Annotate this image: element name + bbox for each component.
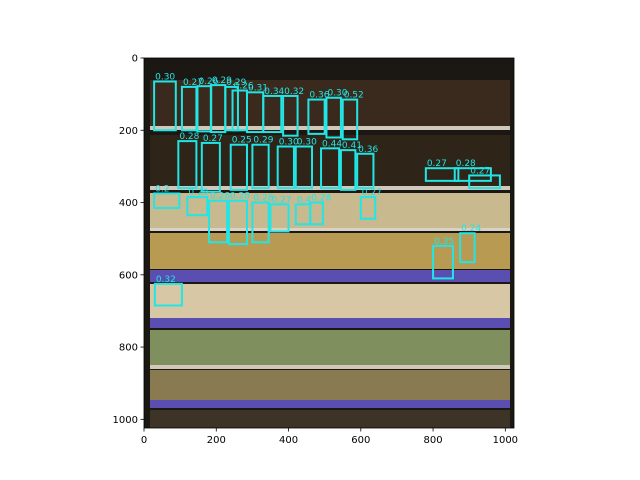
detection-score-label: 0.27 (183, 78, 203, 88)
y-tick-label: 1000 (113, 415, 138, 426)
detection-score-label: 0.24 (461, 224, 481, 234)
detection-box (262, 94, 283, 134)
detection-score-label: 0.41 (342, 141, 362, 151)
x-tick-label: 200 (207, 435, 226, 446)
detection-score-label: 0.52 (344, 91, 364, 101)
detection-score-label: 0.2 (155, 184, 169, 194)
y-tick-label: 600 (119, 270, 138, 281)
shelf-tea-5 (150, 370, 510, 402)
detection-box (177, 140, 198, 190)
x-tick-label: 1000 (493, 435, 518, 446)
shelf-tea-3 (150, 284, 510, 319)
detection-box (459, 232, 476, 264)
detection-score-label: 0.27 (470, 166, 490, 176)
detection-box (208, 199, 229, 244)
detection-box (276, 145, 295, 190)
y-tick-label: 800 (119, 343, 138, 354)
shelf-bottom (150, 410, 510, 428)
detection-box (200, 141, 221, 193)
x-tick-label: 600 (351, 435, 370, 446)
detection-score-label: 0.44 (322, 139, 342, 149)
y-tick-label: 200 (119, 126, 138, 137)
detection-score-label: 0.31 (248, 83, 268, 93)
x-tick-label: 0 (141, 435, 147, 446)
shelf-tags-2 (150, 318, 510, 328)
detection-box (341, 98, 359, 141)
detection-score-label: 0.30 (297, 138, 317, 148)
detection-score-label: 0.28 (253, 194, 273, 204)
y-axis: 0 200 400 600 800 1000 (113, 54, 144, 426)
detection-score-label: 0.34 (264, 87, 284, 97)
shelf-tea-4 (150, 330, 510, 365)
detection-score-label: 0.27 (362, 188, 382, 198)
detection-boxes (153, 80, 501, 307)
detection-box (432, 244, 454, 280)
detection-score-label: 0.35 (434, 237, 454, 247)
detection-score-label: 0.32 (284, 87, 304, 97)
detection-score-label: 0.29 (226, 78, 246, 88)
detection-score-label: 0.36 (358, 145, 378, 155)
y-tick-label: 0 (132, 54, 138, 65)
detection-box (468, 174, 501, 190)
x-tick-label: 800 (424, 435, 443, 446)
detection-box (359, 196, 377, 220)
x-axis: 0 200 400 600 800 1000 (141, 428, 518, 446)
detection-score-label: 0.30 (155, 72, 175, 82)
detection-score-label: 0.36 (309, 91, 329, 101)
detection-score-label: 0.28 (210, 192, 230, 202)
detection-score-label: 0.26 (198, 77, 218, 87)
detection-score-label: 0.29 (212, 76, 232, 86)
detection-score-label: 0.32 (156, 275, 176, 285)
detection-box (229, 143, 248, 191)
detection-score-label: 0.27 (427, 159, 447, 169)
detection-box (251, 143, 270, 190)
detection-score-label: 0.28 (311, 194, 331, 204)
detection-box (309, 201, 324, 226)
shelf-tags-1 (150, 270, 510, 282)
detection-box (153, 80, 177, 132)
detection-box (269, 203, 290, 233)
detection-box (320, 147, 341, 190)
detection-box (180, 85, 198, 132)
shelf-tags-3 (150, 400, 510, 408)
detection-box (153, 282, 183, 307)
detection-score-label: 0.29 (253, 136, 273, 146)
detection-score-label: 0.27 (271, 195, 291, 205)
detection-box (339, 149, 357, 191)
detection-box (294, 145, 314, 190)
detection-labels: 0.300.270.260.290.290.260.310.34 0.32 0.36… (155, 72, 490, 284)
detection-score-label: 0.27 (203, 134, 223, 144)
detection-score-label: 0.28 (230, 192, 250, 202)
detection-score-label: 0.28 (179, 132, 199, 142)
detection-box (424, 167, 460, 182)
detection-score-label: 0.28 (188, 188, 208, 198)
shelf-edge-4 (150, 365, 510, 369)
shelf-edge-3 (150, 228, 510, 231)
shelf-photo (144, 58, 514, 428)
shelf-tea-2 (150, 233, 510, 269)
detection-box (227, 199, 248, 246)
detection-score-label: 0.30 (327, 89, 347, 99)
detection-score-label: 0.4 (297, 195, 312, 205)
axes-frame (143, 57, 515, 429)
x-tick-label: 400 (279, 435, 298, 446)
detection-score-label: 0.25 (232, 136, 252, 146)
detection-box (186, 196, 209, 217)
detection-box (251, 201, 270, 244)
shelf-edge-1 (150, 126, 510, 130)
detection-box (153, 192, 181, 209)
detection-score-label: 0.26 (234, 82, 254, 92)
detection-score-label: 0.28 (456, 159, 476, 169)
detection-box (307, 98, 326, 135)
detection-box (356, 152, 375, 190)
detection-box (325, 96, 342, 139)
y-tick-label: 400 (119, 198, 138, 209)
detection-score-label: 0.30 (279, 138, 299, 148)
shelf-coffee-top (150, 80, 510, 128)
detection-box (282, 94, 299, 137)
